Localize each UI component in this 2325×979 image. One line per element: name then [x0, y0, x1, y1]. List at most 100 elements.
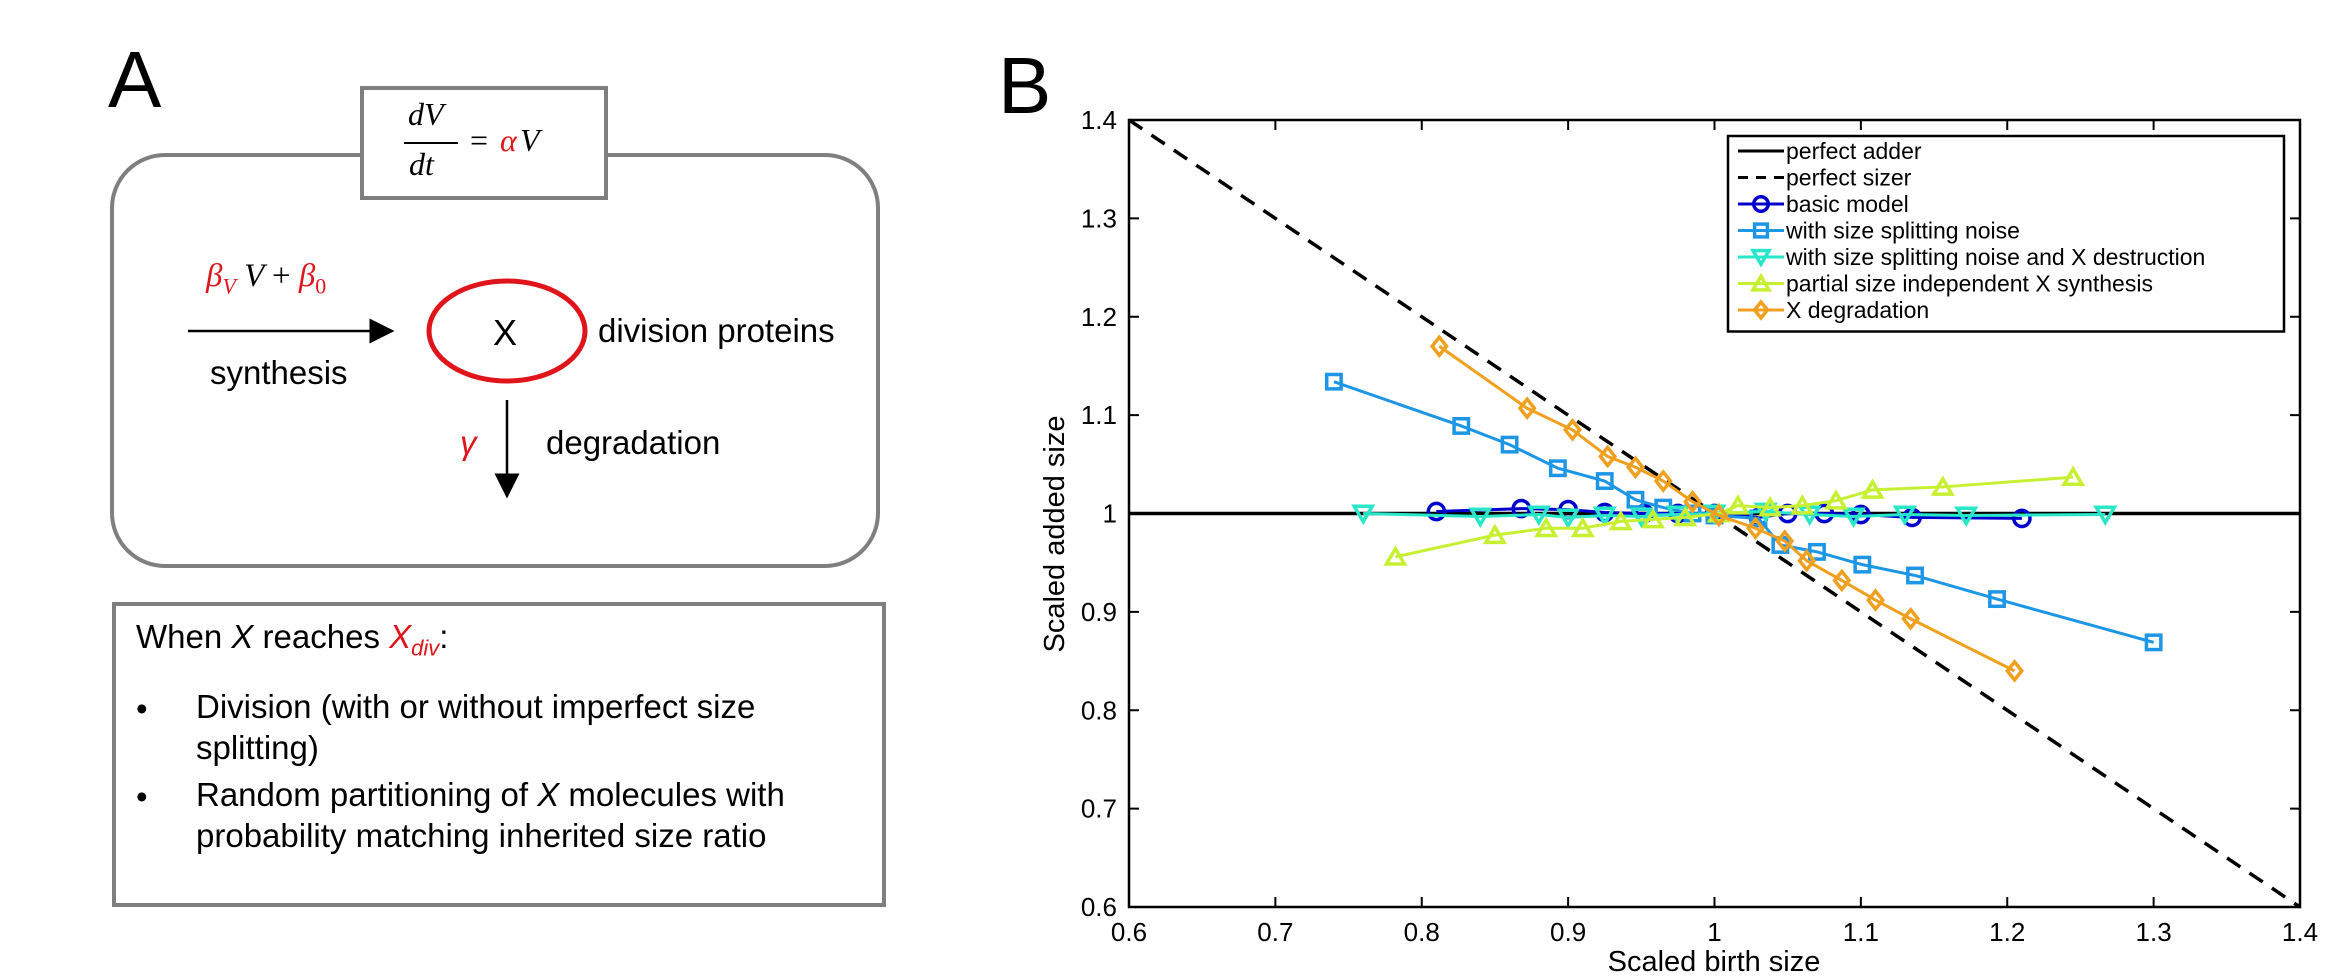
data-point	[1629, 507, 1654, 529]
data-point	[1758, 496, 1783, 517]
x-tick-label: 0.9	[1550, 917, 1586, 947]
data-point	[1746, 516, 1765, 541]
fraction-bar	[404, 142, 458, 144]
gamma-symbol: γ	[460, 424, 477, 461]
legend-box	[1726, 134, 2286, 333]
y-tick-label: 0.9	[1081, 597, 1117, 627]
growth-eq-equals: =	[470, 122, 489, 158]
degradation-label: degradation	[546, 424, 721, 461]
molecule-x-label: X	[493, 312, 518, 353]
legend-entry-label: perfect adder	[1786, 138, 1922, 164]
data-point	[1683, 489, 1702, 514]
bullet-2-part-a: Random partitioning of	[196, 776, 538, 813]
legend-entry-label: with size splitting noise and X destruct…	[1785, 244, 2205, 270]
legend-swatch-marker	[1749, 272, 1773, 292]
data-point	[2144, 633, 2163, 652]
data-point	[1556, 508, 1581, 529]
data-point	[1426, 501, 1447, 522]
synthesis-plus: +	[271, 258, 291, 294]
x-tick-label: 1.3	[2136, 917, 2172, 947]
legend-swatch-marker	[1752, 222, 1770, 239]
data-point	[1653, 469, 1673, 493]
data-point	[1892, 505, 1917, 527]
bullet-1-dot: •	[136, 690, 148, 727]
x-tick-label: 0.8	[1404, 917, 1440, 947]
bullet-1-line-1: Division (with or without imperfect size	[196, 688, 756, 725]
y-tick-label: 0.8	[1081, 695, 1117, 725]
legend-entry-label: basic model	[1786, 191, 1909, 217]
growth-equation-box: dV dt = α V	[360, 86, 608, 200]
data-point	[1988, 590, 2006, 609]
data-point	[1841, 507, 1866, 529]
rule-lead: When	[136, 618, 232, 655]
y-tick-label: 1.4	[1081, 105, 1117, 135]
rule-heading: When X reaches Xdiv:	[136, 616, 448, 662]
data-point	[1832, 568, 1852, 593]
synthesis-label: synthesis	[210, 354, 348, 391]
y-tick-label: 1.3	[1081, 203, 1117, 233]
rule-colon: :	[439, 618, 449, 655]
y-tick-label: 0.7	[1081, 794, 1117, 824]
y-tick-label: 1.1	[1081, 400, 1117, 430]
beta-v-subscript: V	[222, 273, 236, 299]
bullet-1-line-2: splitting)	[196, 729, 319, 767]
data-point	[2012, 508, 2032, 529]
data-point	[2005, 659, 2025, 683]
molecule-x-ellipse	[426, 278, 588, 384]
data-point	[1626, 455, 1645, 480]
legend-entry-label: with size splitting noise	[1785, 218, 2020, 244]
data-point	[1725, 494, 1750, 515]
series-line	[1395, 475, 2074, 559]
data-point	[1517, 396, 1537, 421]
data-point	[1500, 435, 1519, 454]
beta-v: β	[206, 258, 223, 294]
data-point	[1790, 494, 1815, 515]
data-point	[1526, 505, 1551, 527]
data-point	[1930, 475, 1955, 496]
data-point	[1673, 505, 1698, 527]
x-tick-label: 1	[1707, 917, 1721, 947]
data-point	[1324, 372, 1343, 391]
data-point	[1534, 516, 1559, 538]
data-point	[2093, 505, 2118, 527]
data-point	[1429, 334, 1449, 359]
division-rule-box: When X reaches Xdiv: • Division (with or…	[112, 602, 886, 907]
y-axis-label: Scaled added size	[1039, 416, 1071, 653]
division-proteins-label: division proteins	[598, 312, 835, 349]
data-point	[1709, 503, 1729, 528]
growth-eq-v: V	[520, 122, 540, 158]
legend-entry-label: perfect sizer	[1786, 165, 1912, 191]
cell-diagram-box	[110, 153, 880, 568]
x-tick-label: 1.4	[2282, 917, 2318, 947]
legend-swatch-marker	[1752, 195, 1770, 213]
series-x-degradation	[1429, 334, 2025, 683]
data-point	[1592, 506, 1617, 528]
series-line	[1438, 345, 2016, 673]
growth-eq-numerator: dV	[408, 96, 444, 132]
data-point	[1860, 478, 1885, 499]
chart-series	[1128, 118, 2301, 909]
chart-axes: 0.6 0.7 0.8 0.9 1 1.1 1.2 1.3 1.4 0.6 0.7 0.8 0.9 1 1.…	[1081, 105, 2318, 947]
data-point	[1608, 509, 1633, 531]
data-point	[1775, 529, 1795, 553]
bullet-2-dot: •	[136, 778, 148, 815]
data-point	[1640, 507, 1666, 529]
growth-eq-alpha: α	[500, 122, 517, 158]
panel-a-label: A	[108, 35, 162, 124]
data-point	[1598, 444, 1618, 469]
y-tick-label: 1	[1103, 499, 1117, 529]
data-point	[1570, 516, 1595, 538]
data-point	[1866, 588, 1885, 612]
synthesis-v: V	[244, 258, 264, 294]
beta-0: β	[298, 258, 316, 294]
x-tick-label: 0.6	[1111, 917, 1147, 947]
data-point	[1954, 506, 1979, 528]
bullet-2-text: Random partitioning of X molecules with …	[196, 774, 785, 857]
data-point	[1808, 542, 1826, 561]
rule-xdiv: X	[389, 618, 412, 655]
data-point	[1452, 416, 1471, 435]
legend-entry-label: X degradation	[1786, 297, 1929, 323]
data-point	[1351, 504, 1376, 526]
bullet-2-x: X	[537, 776, 560, 813]
y-tick-label: 1.2	[1081, 302, 1117, 332]
